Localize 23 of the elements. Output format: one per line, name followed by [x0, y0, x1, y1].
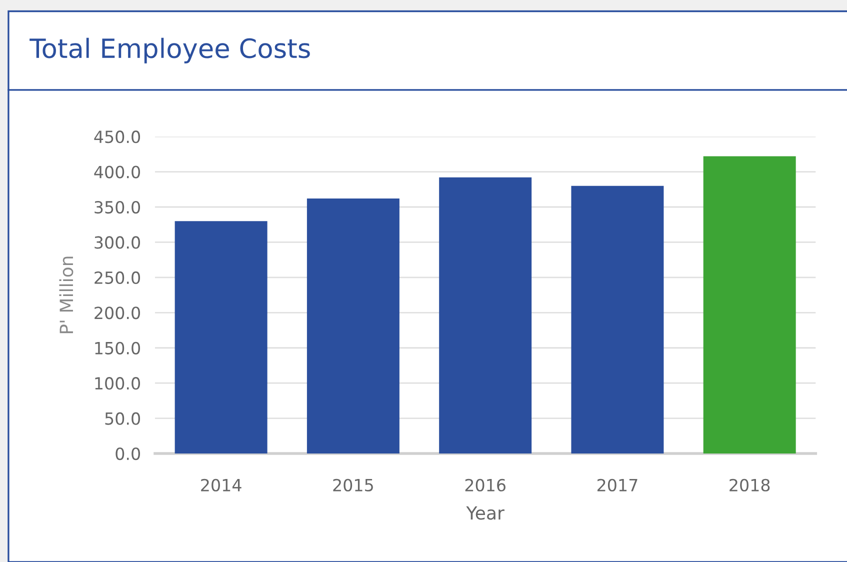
y-tick-label: 50.0 [105, 412, 140, 425]
y-tick-label: 250.0 [94, 271, 140, 284]
y-axis-title: P' Million [59, 256, 74, 334]
x-tick-label: 2017 [597, 478, 638, 492]
bar [174, 221, 268, 454]
y-tick-label: 350.0 [94, 200, 140, 214]
y-tick-label: 200.0 [94, 306, 140, 320]
y-tick-label: 450.0 [94, 130, 140, 144]
bar [306, 198, 400, 454]
bar [571, 186, 664, 454]
x-axis-title: Year [466, 506, 504, 520]
x-tick-label: 2016 [465, 478, 506, 492]
y-tick-label: 300.0 [94, 236, 140, 249]
x-tick-label: 2015 [333, 478, 373, 492]
chart-title: Total Employee Costs [30, 38, 310, 64]
y-tick-label: 150.0 [95, 342, 140, 354]
y-tick-label: 100.0 [95, 377, 140, 390]
x-tick-label: 2018 [730, 478, 770, 492]
bar [439, 177, 532, 454]
y-tick-label: 0.0 [116, 447, 140, 460]
bar [703, 156, 796, 454]
x-tick-label: 2014 [201, 478, 242, 492]
y-tick-label: 400.0 [94, 166, 140, 178]
